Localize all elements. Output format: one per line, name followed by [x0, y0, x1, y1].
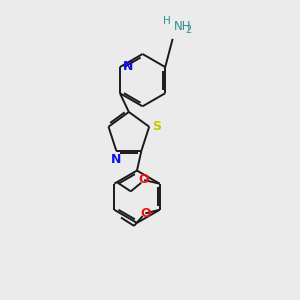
Text: H: H [164, 16, 171, 26]
Text: N: N [110, 153, 121, 166]
Text: O: O [140, 207, 151, 220]
Text: 2: 2 [185, 25, 191, 35]
Text: N: N [123, 60, 133, 73]
Text: S: S [152, 120, 161, 133]
Text: O: O [139, 173, 149, 186]
Text: NH: NH [174, 20, 192, 34]
